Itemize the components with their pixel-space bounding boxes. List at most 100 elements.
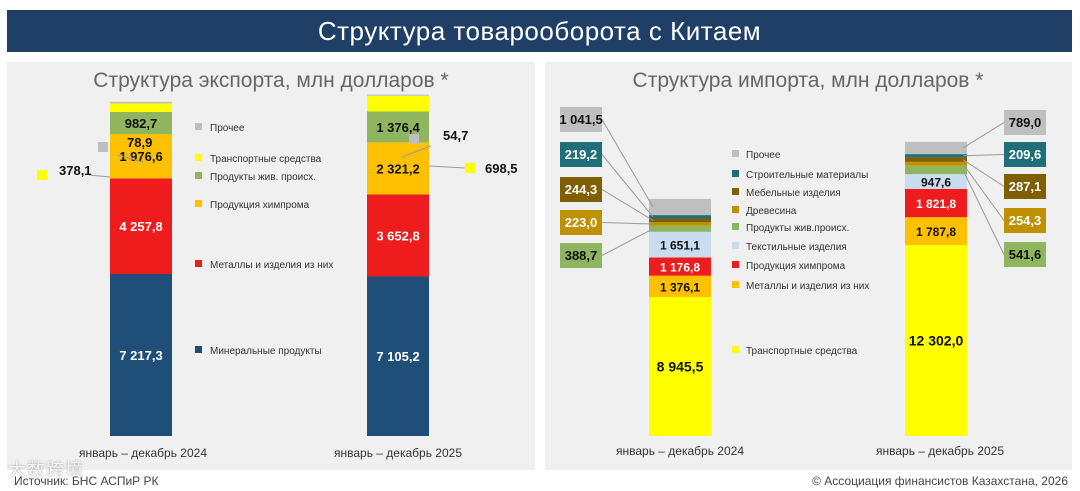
callout-box-wood-0 [560, 210, 602, 235]
import-chart: Структура импорта, млн долларов * 8 945,5… [559, 69, 1046, 458]
data-label-furniture-0: 244,3 [565, 182, 598, 197]
legend-swatch-metals [195, 260, 202, 267]
leader-line-other-0 [116, 154, 144, 163]
bar-segment-other-0 [110, 101, 172, 104]
legend-swatch-transport [195, 154, 202, 161]
leader-line-other-1 [962, 122, 1005, 149]
legend-label-construction: Строительные материалы [746, 170, 868, 181]
x-tick-label-0: январь – декабрь 2024 [616, 444, 744, 458]
legend-label-other: Прочее [746, 150, 781, 161]
x-tick-label-0: январь – декабрь 2024 [79, 446, 207, 460]
data-label-chem-1: 1 821,8 [916, 197, 956, 211]
bar-segment-metals-0 [110, 178, 172, 274]
import-chart-panel: Структура импорта, млн долларов * 8 945,5… [545, 62, 1072, 470]
bar-segment-transport-1 [367, 95, 429, 112]
data-label-mineral-0: 7 217,3 [119, 348, 162, 363]
legend-label-chem: Продукция химпрома [746, 261, 846, 272]
legend-label-wood: Древесина [746, 206, 797, 217]
leader-line-wood-0 [601, 222, 654, 225]
chart-title: Структура экспорта, млн долларов * [93, 69, 448, 92]
legend-swatch-other [195, 123, 202, 130]
leader-line-transport-1 [428, 165, 466, 169]
legend-swatch-transport [732, 346, 739, 353]
bar-segment-mineral-1 [367, 276, 429, 436]
callout-box-animal-1 [1004, 242, 1046, 267]
data-label-other-0: 1 041,5 [559, 112, 602, 127]
data-label-construction-1: 209,6 [1009, 147, 1042, 162]
data-label-wood-0: 223,0 [565, 215, 598, 230]
data-label-chem-0: 1 176,8 [660, 261, 700, 275]
watermark: 大数跨境 [8, 460, 84, 480]
legend-swatch-chem [195, 200, 202, 207]
callout-box-construction-1 [1004, 142, 1046, 167]
data-label-animal-0: 388,7 [565, 248, 598, 263]
legend-label-animal: Продукты жив.происх. [746, 223, 849, 234]
data-label-furniture-1: 287,1 [1009, 179, 1042, 194]
data-label-transport-1: 698,5 [485, 161, 518, 176]
legend-swatch-metals [732, 281, 739, 288]
bar-segment-metals-0 [649, 275, 711, 298]
bar-segment-mineral-0 [110, 273, 172, 436]
marker-other-0 [98, 142, 108, 152]
leader-line-transport-0 [88, 174, 111, 178]
legend-label-chem: Продукция химпрома [210, 200, 310, 211]
callout-box-animal-0 [560, 243, 602, 268]
leader-line-construction-1 [962, 154, 1005, 157]
data-label-other-0: 78,9 [127, 135, 152, 150]
bar-segment-furniture-0 [649, 218, 711, 223]
bar-segment-other-0 [649, 198, 711, 216]
bar-segment-chem-1 [905, 188, 967, 218]
data-label-construction-0: 219,2 [565, 147, 598, 162]
x-tick-label-1: январь – декабрь 2025 [876, 444, 1004, 458]
legend-label-transport: Транспортные средства [746, 346, 858, 357]
bar-segment-construction-0 [649, 215, 711, 219]
bar-segment-other-1 [905, 141, 967, 155]
bar-segment-metals-1 [905, 217, 967, 245]
callout-box-furniture-1 [1004, 174, 1046, 199]
leader-line-animal-1 [962, 169, 1005, 255]
bar-segment-animal-0 [649, 225, 711, 232]
legend-label-transport: Транспортные средства [210, 154, 322, 165]
bar-segment-wood-0 [649, 222, 711, 226]
legend-label-furniture: Мебельные изделия [746, 187, 841, 199]
callout-box-other-1 [1004, 110, 1046, 135]
bar-segment-textile-1 [905, 174, 967, 189]
legend-swatch-chem [732, 261, 739, 268]
data-label-textile-1: 947,6 [921, 176, 951, 190]
export-chart-panel: Структура экспорта, млн долларов * 7 217,… [7, 62, 535, 470]
data-label-mineral-1: 7 105,2 [376, 349, 419, 364]
marker-transport-0 [37, 170, 47, 180]
data-label-chem-0: 1 976,6 [119, 149, 162, 164]
data-label-chem-1: 2 321,2 [376, 161, 419, 176]
legend-label-other: Прочее [210, 123, 245, 134]
data-label-animal-1: 541,6 [1009, 247, 1042, 262]
bar-segment-transport-1 [905, 244, 967, 436]
legend-swatch-textile [732, 242, 739, 249]
leader-line-furniture-0 [601, 189, 654, 221]
bar-segment-transport-0 [110, 103, 172, 112]
data-label-metals-1: 1 787,8 [916, 225, 956, 239]
legend-swatch-animal [732, 223, 739, 230]
bar-segment-other-1 [367, 94, 429, 96]
bar-segment-metals-1 [367, 194, 429, 277]
legend-swatch-construction [732, 170, 739, 177]
data-label-animal-0: 982,7 [125, 116, 158, 131]
x-tick-label-1: январь – декабрь 2025 [334, 446, 462, 460]
data-label-textile-0: 1 651,1 [660, 239, 700, 253]
marker-transport-1 [465, 163, 475, 173]
copyright-note: © Ассоциация финансистов Казахстана, 202… [812, 474, 1068, 488]
data-label-metals-1: 3 652,8 [376, 228, 419, 243]
page-title: Структура товарооборота с Китаем [7, 10, 1072, 52]
leader-line-construction-0 [601, 154, 654, 218]
legend-swatch-mineral [195, 346, 202, 353]
legend-label-animal: Продукты жив. происх. [210, 172, 316, 183]
chart-title: Структура импорта, млн долларов * [633, 69, 984, 92]
bar-segment-animal-1 [905, 165, 967, 175]
legend-label-mineral: Минеральные продукты [210, 346, 322, 357]
legend-label-metals: Металлы и изделия из них [210, 260, 333, 271]
legend-label-textile: Текстильные изделия [746, 242, 847, 253]
data-label-other-1: 54,7 [443, 128, 468, 143]
source-note: Источник: БНС АСПиР РК [14, 474, 159, 488]
data-label-transport-1: 12 302,0 [909, 332, 964, 348]
data-label-transport-0: 378,1 [59, 163, 92, 178]
